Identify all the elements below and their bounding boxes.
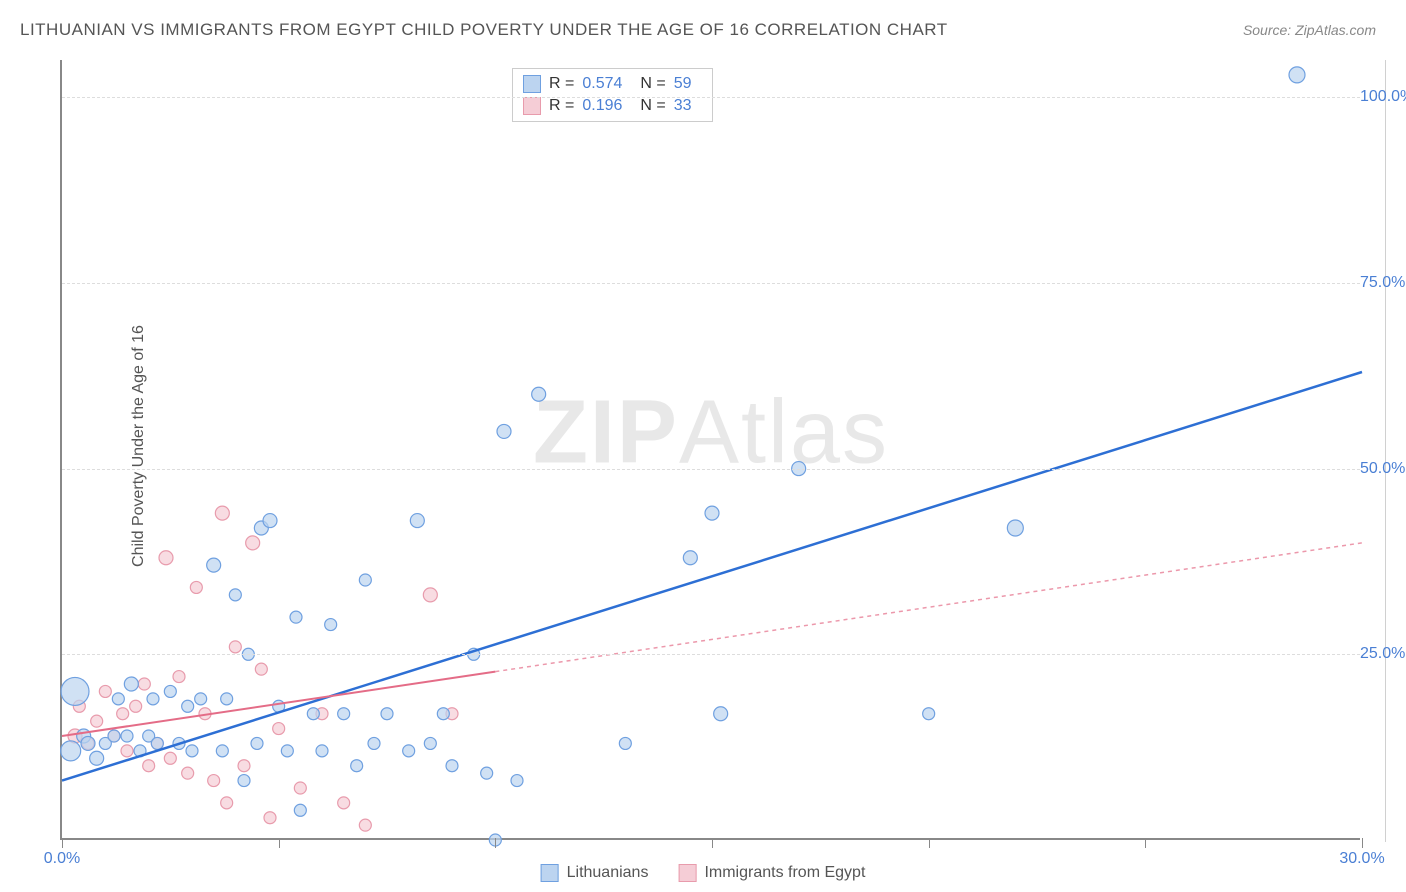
swatch-icon [541,864,559,882]
source-attribution: Source: ZipAtlas.com [1243,22,1376,38]
scatter-svg [62,60,1362,840]
chart-title: LITHUANIAN VS IMMIGRANTS FROM EGYPT CHIL… [20,20,948,40]
legend-item-lithuanians: Lithuanians [541,864,649,882]
bottom-legend: Lithuanians Immigrants from Egypt [541,864,866,882]
right-border [1385,60,1386,842]
plot-area: ZIPAtlas R = 0.574 N = 59 R = 0.196 N = … [60,60,1360,840]
legend-item-egypt: Immigrants from Egypt [678,864,865,882]
swatch-icon [678,864,696,882]
